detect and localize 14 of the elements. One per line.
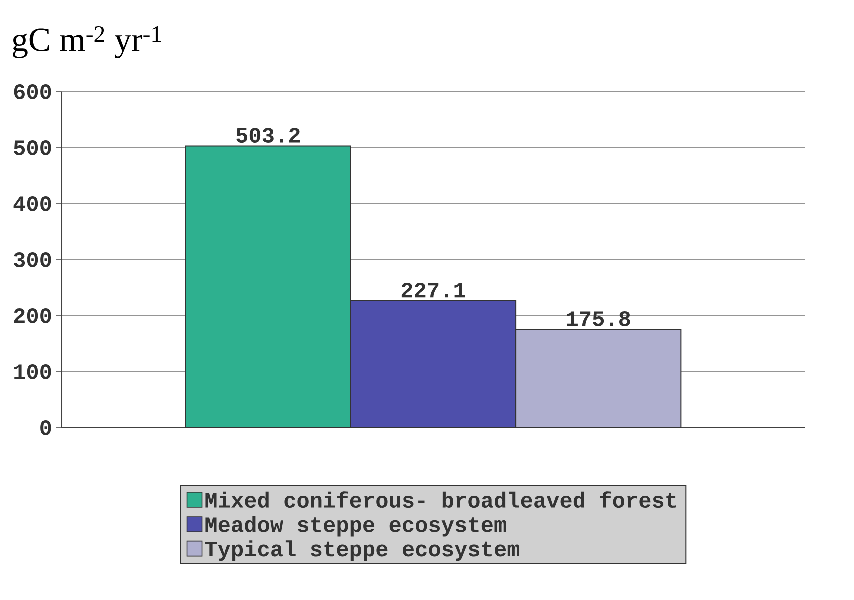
legend-label: Meadow steppe ecosystem (206, 516, 506, 537)
y-axis-title: gC m$^{-2}$ yr$^{-1}$ (12, 26, 162, 58)
data-label: 227.1 (402, 282, 466, 298)
y-tick-label: 400 (14, 196, 52, 212)
y-tick-label: 200 (14, 308, 52, 324)
y-tick-label: 100 (14, 364, 52, 380)
legend-label: Typical steppe ecosystem (205, 540, 520, 562)
y-tick-label: 600 (14, 84, 52, 100)
data-label: 175.8 (567, 311, 630, 326)
y-tick-label: 300 (14, 252, 52, 268)
data-label: 503.2 (236, 128, 300, 144)
y-tick-label: 0 (40, 420, 52, 436)
legend-label: Mixed coniferous- broadleaved forest (206, 492, 676, 508)
y-tick-label: 500 (14, 140, 52, 156)
